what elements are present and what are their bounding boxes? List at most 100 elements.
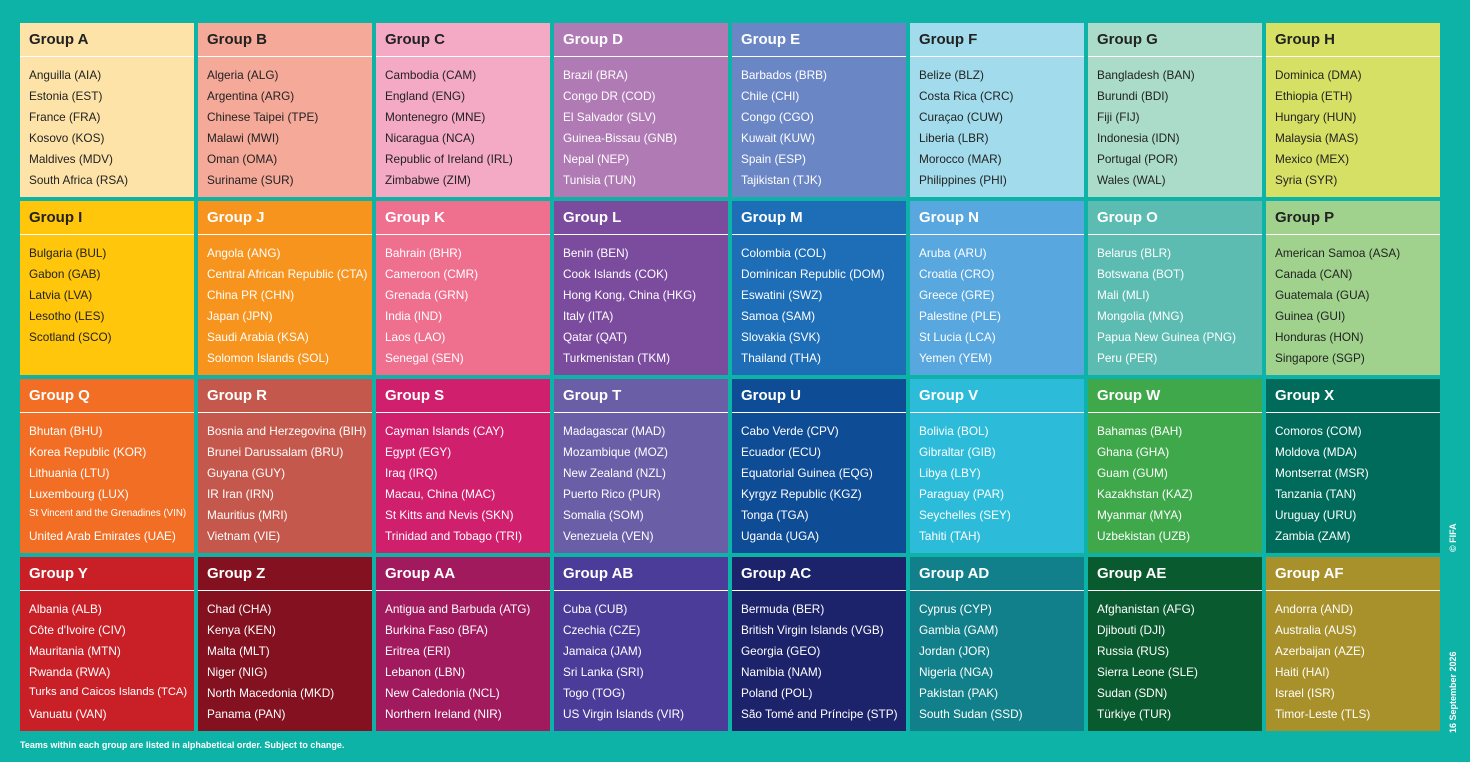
team-name: Benin (BEN)	[563, 246, 629, 260]
team-name: Anguilla (AIA)	[29, 68, 102, 82]
team-name: Cyprus (CYP)	[919, 602, 992, 616]
team-name: Tonga (TGA)	[741, 508, 809, 522]
group-title: Group K	[385, 209, 445, 226]
team-name: Latvia (LVA)	[29, 288, 93, 302]
team-name: Costa Rica (CRC)	[919, 89, 1014, 103]
team-name: Uzbekistan (UZB)	[1097, 529, 1191, 543]
group-title: Group J	[207, 209, 265, 226]
team-name: Zimbabwe (ZIM)	[385, 173, 471, 187]
team-name: Croatia (CRO)	[919, 267, 995, 281]
team-name: Liberia (LBR)	[919, 131, 989, 145]
team-name: Cook Islands (COK)	[563, 267, 668, 281]
team-name: Australia (AUS)	[1275, 623, 1357, 637]
group-title: Group C	[385, 31, 445, 48]
team-name: Cambodia (CAM)	[385, 68, 477, 82]
team-name: Laos (LAO)	[385, 330, 446, 344]
team-name: India (IND)	[385, 309, 443, 323]
team-name: Mexico (MEX)	[1275, 152, 1350, 166]
team-name: Chad (CHA)	[207, 602, 272, 616]
team-name: Korea Republic (KOR)	[29, 445, 147, 459]
group-title: Group P	[1275, 209, 1335, 226]
copyright: © FIFA	[1448, 523, 1458, 552]
team-name: Türkiye (TUR)	[1097, 707, 1172, 721]
group-card: Group W Bahamas (BAH) Ghana (GHA) Guam (GUM…	[1088, 379, 1262, 553]
group-card: Group P American Samoa (ASA) Canada (CAN) G…	[1266, 201, 1440, 375]
team-name: Russia (RUS)	[1097, 644, 1170, 658]
group-title: Group M	[741, 209, 803, 226]
team-name: Yemen (YEM)	[919, 351, 992, 365]
group-card: Group AC Bermuda (BER) British Virgin Isla…	[732, 557, 906, 731]
team-name: Central African Republic (CTA)	[207, 267, 368, 281]
team-name: Ghana (GHA)	[1097, 445, 1170, 459]
team-name: Cuba (CUB)	[563, 602, 628, 616]
team-name: Kuwait (KUW)	[741, 131, 816, 145]
group-title: Group AC	[741, 565, 812, 582]
team-name: Côte d'Ivoire (CIV)	[29, 623, 126, 637]
team-name: Brunei Darussalam (BRU)	[207, 445, 344, 459]
team-name: Guinea-Bissau (GNB)	[563, 131, 678, 145]
team-name: Spain (ESP)	[741, 152, 806, 166]
team-name: England (ENG)	[385, 89, 465, 103]
team-name: Canada (CAN)	[1275, 267, 1353, 281]
team-name: Tanzania (TAN)	[1275, 487, 1357, 501]
team-name: Botswana (BOT)	[1097, 267, 1185, 281]
team-name: Fiji (FIJ)	[1097, 110, 1140, 124]
group-card: Group C Cambodia (CAM) England (ENG) Monten…	[376, 23, 550, 197]
team-name: Antigua and Barbuda (ATG)	[385, 602, 531, 616]
team-name: Burundi (BDI)	[1097, 89, 1169, 103]
group-card: Group AB Cuba (CUB) Czechia (CZE) Jamaica (…	[554, 557, 728, 731]
team-name: Comoros (COM)	[1275, 424, 1362, 438]
team-name: American Samoa (ASA)	[1275, 246, 1401, 260]
team-name: Gambia (GAM)	[919, 623, 999, 637]
group-card: Group AA Antigua and Barbuda (ATG) Burkina…	[376, 557, 550, 731]
group-card: Group AE Afghanistan (AFG) Djibouti (DJI) R…	[1088, 557, 1262, 731]
team-name: Albania (ALB)	[29, 602, 102, 616]
group-title: Group G	[1097, 31, 1158, 48]
group-card: Group G Bangladesh (BAN) Burundi (BDI) Fiji…	[1088, 23, 1262, 197]
divider	[198, 412, 372, 413]
team-name: Nigeria (NGA)	[919, 665, 994, 679]
team-name: Colombia (COL)	[741, 246, 827, 260]
team-name: Chile (CHI)	[741, 89, 800, 103]
footnote: Teams within each group are listed in al…	[20, 740, 345, 750]
group-card: Group F Belize (BLZ) Costa Rica (CRC) Curaç…	[910, 23, 1084, 197]
team-name: Georgia (GEO)	[741, 644, 821, 658]
team-name: Madagascar (MAD)	[563, 424, 666, 438]
team-name: Zambia (ZAM)	[1275, 529, 1351, 543]
team-name: Morocco (MAR)	[919, 152, 1002, 166]
group-title: Group E	[741, 31, 801, 48]
team-name: Curaçao (CUW)	[919, 110, 1003, 124]
divider	[554, 234, 728, 235]
team-name: Poland (POL)	[741, 686, 813, 700]
team-name: Indonesia (IDN)	[1097, 131, 1180, 145]
team-name: Lesotho (LES)	[29, 309, 105, 323]
group-card: Group AD Cyprus (CYP) Gambia (GAM) Jordan (…	[910, 557, 1084, 731]
group-title: Group Z	[207, 565, 266, 582]
team-name: Nepal (NEP)	[563, 152, 630, 166]
team-name: Thailand (THA)	[741, 351, 821, 365]
divider	[198, 56, 372, 57]
group-title: Group S	[385, 387, 445, 404]
team-name: Ecuador (ECU)	[741, 445, 821, 459]
group-card: Group O Belarus (BLR) Botswana (BOT) Mali (…	[1088, 201, 1262, 375]
team-name: Qatar (QAT)	[563, 330, 628, 344]
divider	[20, 412, 194, 413]
group-title: Group H	[1275, 31, 1335, 48]
team-name: Guatemala (GUA)	[1275, 288, 1370, 302]
group-title: Group D	[563, 31, 623, 48]
group-title: Group Y	[29, 565, 88, 582]
team-name: Paraguay (PAR)	[919, 487, 1005, 501]
team-name: Lithuania (LTU)	[29, 466, 110, 480]
team-name: Bangladesh (BAN)	[1097, 68, 1195, 82]
group-title: Group W	[1097, 387, 1161, 404]
group-title: Group AA	[385, 565, 456, 582]
team-name: Jamaica (JAM)	[563, 644, 642, 658]
team-name: Scotland (SCO)	[29, 330, 112, 344]
team-name: Vietnam (VIE)	[207, 529, 281, 543]
team-name: Senegal (SEN)	[385, 351, 464, 365]
team-name: Rwanda (RWA)	[29, 665, 111, 679]
team-name: Malawi (MWI)	[207, 131, 280, 145]
team-name: Malaysia (MAS)	[1275, 131, 1359, 145]
divider	[910, 590, 1084, 591]
team-name: Congo DR (COD)	[563, 89, 656, 103]
